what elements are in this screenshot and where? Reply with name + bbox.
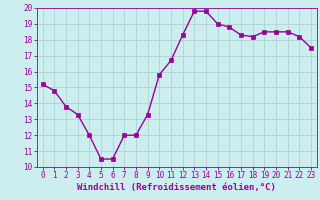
- X-axis label: Windchill (Refroidissement éolien,°C): Windchill (Refroidissement éolien,°C): [77, 183, 276, 192]
